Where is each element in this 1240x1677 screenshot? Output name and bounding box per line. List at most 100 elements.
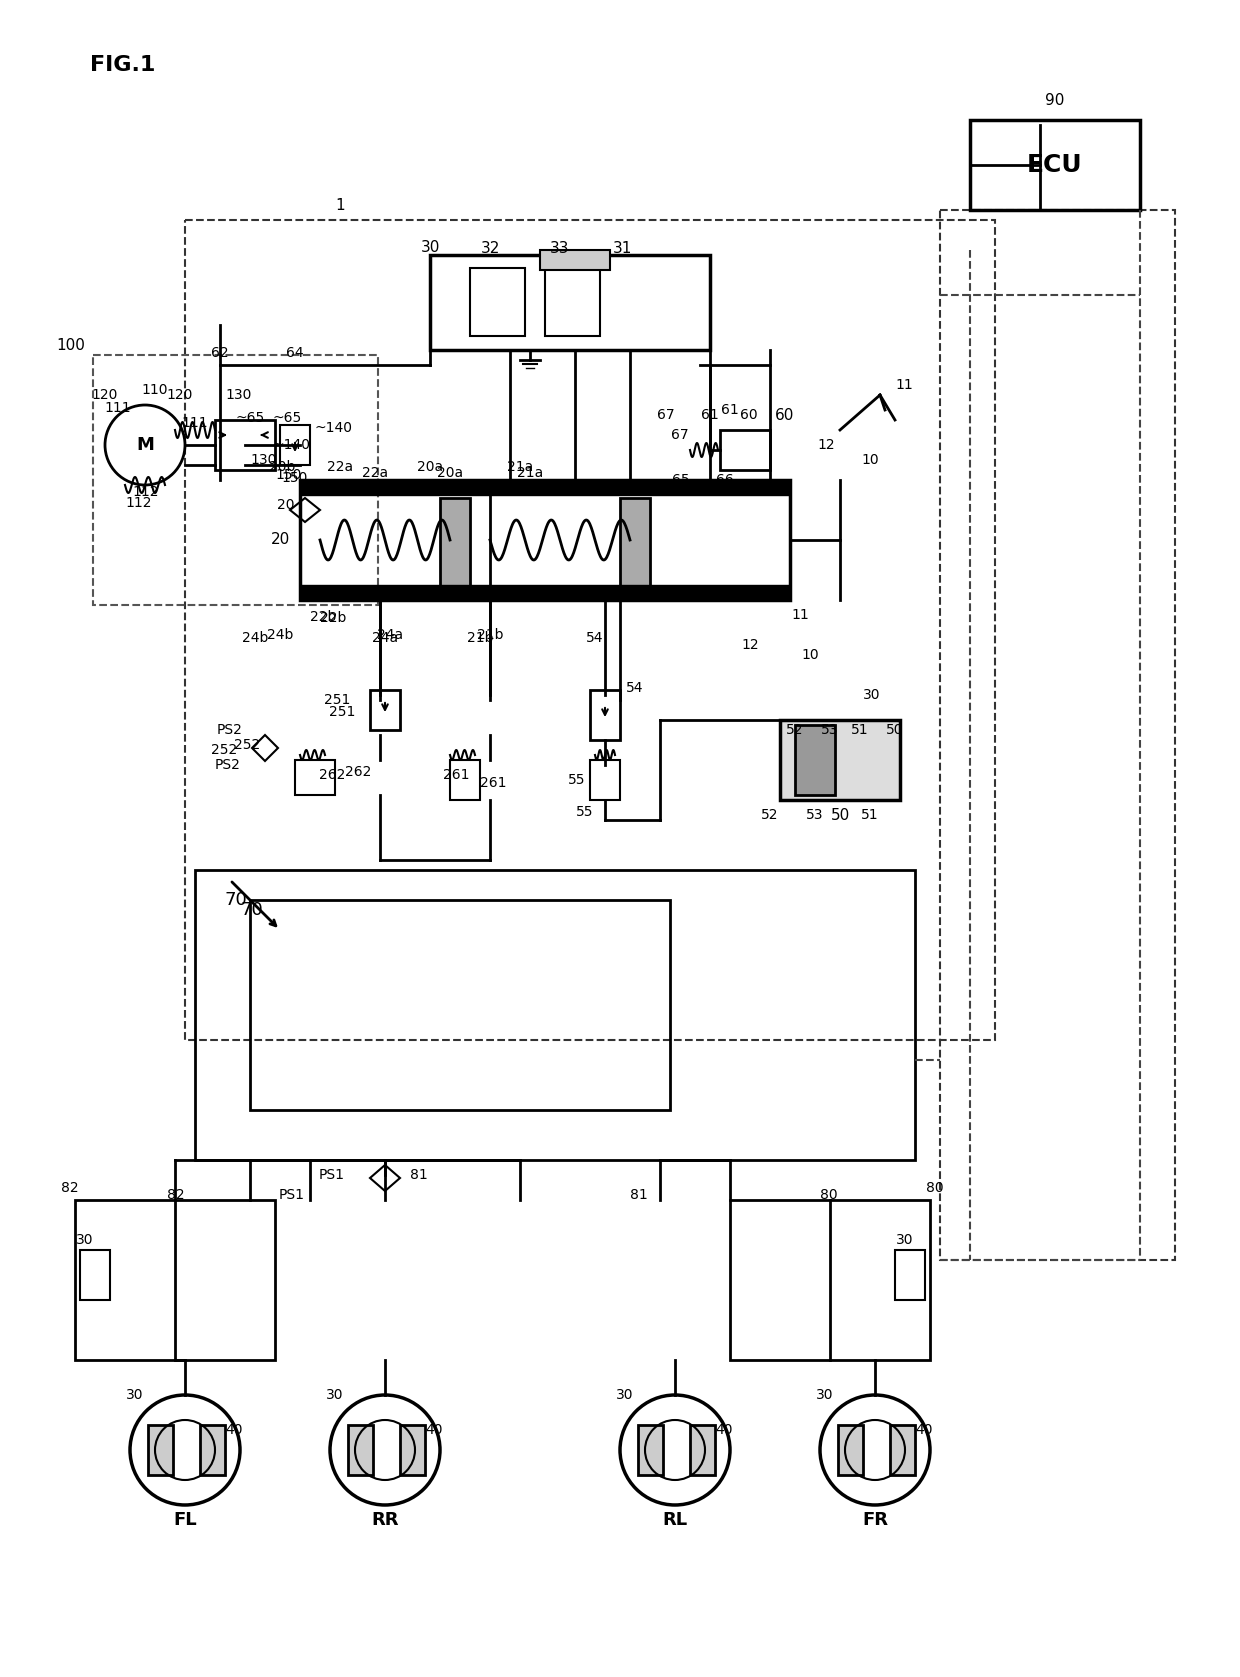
Text: M: M: [136, 436, 154, 454]
Text: 55: 55: [568, 773, 585, 787]
Text: 22a: 22a: [362, 466, 388, 480]
Text: 66: 66: [706, 478, 724, 491]
Text: 66: 66: [717, 473, 734, 486]
Text: 111: 111: [182, 416, 208, 429]
Text: 50: 50: [887, 723, 904, 736]
Text: 64: 64: [286, 345, 304, 361]
Text: 261: 261: [480, 776, 506, 790]
Text: 252: 252: [211, 743, 237, 756]
Bar: [470, 268, 525, 335]
Text: 53: 53: [806, 808, 823, 822]
Text: 11: 11: [895, 377, 913, 392]
Bar: [401, 1425, 425, 1476]
Text: 24a: 24a: [372, 631, 398, 646]
Text: 112: 112: [131, 485, 159, 500]
Bar: [780, 719, 900, 800]
Text: 61: 61: [701, 408, 719, 423]
Text: 24a: 24a: [377, 627, 403, 642]
Text: 60: 60: [740, 408, 758, 423]
Bar: [300, 585, 790, 600]
Text: 150: 150: [281, 471, 309, 485]
Bar: [970, 121, 1140, 210]
Text: 22b: 22b: [310, 610, 336, 624]
Text: ~140: ~140: [272, 438, 310, 453]
Text: 61: 61: [722, 402, 739, 418]
Bar: [620, 498, 650, 589]
Text: 130: 130: [224, 387, 252, 402]
Text: PS2: PS2: [215, 758, 241, 771]
Text: 22a: 22a: [327, 459, 353, 475]
Text: 51: 51: [851, 723, 869, 736]
Text: 110: 110: [141, 382, 169, 397]
Text: 60: 60: [775, 408, 795, 423]
Text: 11: 11: [791, 609, 808, 622]
Text: PS1: PS1: [279, 1187, 305, 1202]
Text: 81: 81: [410, 1167, 428, 1182]
Bar: [300, 480, 790, 495]
Text: 21a: 21a: [517, 466, 543, 480]
Text: 30: 30: [420, 240, 440, 255]
Text: 21a: 21a: [507, 459, 533, 475]
Text: 261: 261: [444, 768, 470, 781]
Text: 30: 30: [897, 1233, 914, 1248]
Bar: [215, 419, 275, 470]
Text: 62: 62: [211, 345, 229, 361]
Text: 10: 10: [862, 453, 879, 466]
Text: 21b: 21b: [466, 631, 494, 646]
Text: 82: 82: [167, 1187, 185, 1202]
Text: 100: 100: [56, 337, 86, 352]
Text: 262: 262: [345, 765, 371, 780]
Text: 262: 262: [319, 768, 345, 781]
Text: 252: 252: [234, 738, 260, 751]
Bar: [730, 1201, 930, 1360]
Bar: [148, 1425, 174, 1476]
Text: 20b: 20b: [310, 485, 336, 500]
Text: 40: 40: [915, 1424, 932, 1437]
Bar: [795, 724, 835, 795]
Text: 51: 51: [862, 808, 879, 822]
Text: ~65: ~65: [236, 411, 265, 424]
Text: 251: 251: [329, 704, 355, 719]
Text: 80: 80: [820, 1187, 838, 1202]
Text: RL: RL: [662, 1511, 687, 1529]
Text: RR: RR: [371, 1511, 399, 1529]
Text: 10: 10: [801, 647, 818, 662]
Bar: [539, 250, 610, 270]
Bar: [895, 1249, 925, 1300]
Bar: [890, 1425, 915, 1476]
Text: 112: 112: [125, 496, 151, 510]
Bar: [590, 760, 620, 800]
Text: 120: 120: [167, 387, 193, 402]
Text: 30: 30: [126, 1389, 144, 1402]
Text: 21b: 21b: [476, 627, 503, 642]
Text: 40: 40: [425, 1424, 443, 1437]
Text: 82: 82: [61, 1181, 79, 1196]
Bar: [195, 870, 915, 1160]
Bar: [450, 760, 480, 800]
Text: 30: 30: [76, 1233, 94, 1248]
Text: 53: 53: [821, 723, 838, 736]
Text: 251: 251: [324, 693, 350, 708]
Bar: [74, 1201, 275, 1360]
Bar: [250, 901, 670, 1110]
Text: 90: 90: [1045, 92, 1065, 107]
Text: 1: 1: [335, 198, 345, 213]
Text: 70: 70: [224, 890, 248, 909]
Bar: [430, 255, 711, 350]
Text: 30: 30: [816, 1389, 833, 1402]
Text: 24b: 24b: [242, 631, 268, 646]
Text: 30: 30: [616, 1389, 634, 1402]
Text: 12: 12: [742, 637, 759, 652]
Text: FIG.1: FIG.1: [91, 55, 155, 75]
Text: 54: 54: [626, 681, 644, 694]
Text: FL: FL: [174, 1511, 197, 1529]
Bar: [370, 689, 401, 729]
Bar: [720, 429, 770, 470]
Text: 50: 50: [831, 808, 849, 822]
Bar: [93, 356, 378, 605]
Text: 12: 12: [817, 438, 835, 453]
Bar: [295, 760, 335, 795]
Bar: [639, 1425, 663, 1476]
Text: 32: 32: [480, 240, 500, 255]
Bar: [838, 1425, 863, 1476]
